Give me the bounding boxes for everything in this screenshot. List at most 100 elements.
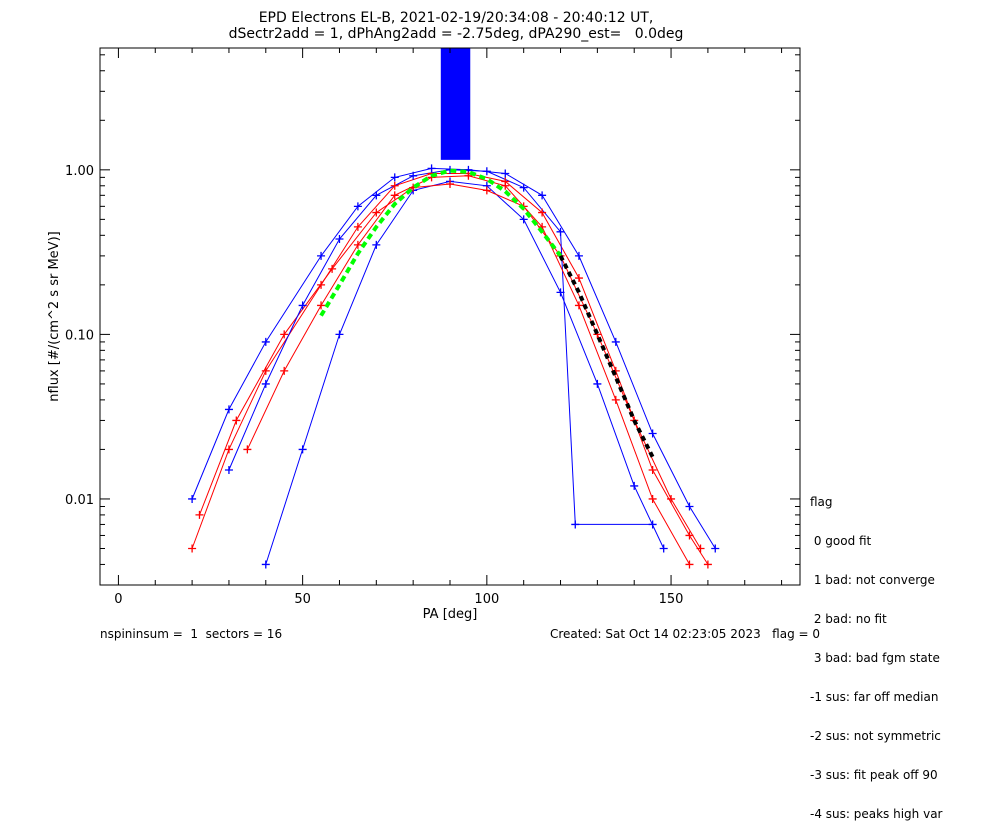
data-marker xyxy=(390,191,399,200)
data-marker xyxy=(261,560,270,569)
data-marker xyxy=(280,330,289,339)
y-tick-label: 1.00 xyxy=(65,164,94,179)
flag-legend-entry: -3 sus: fit peak off 90 xyxy=(810,768,938,782)
data-marker xyxy=(685,502,694,511)
data-marker xyxy=(648,429,657,438)
data-marker xyxy=(519,215,528,224)
data-marker xyxy=(630,481,639,490)
data-marker xyxy=(482,186,491,195)
y-tick-label: 0.01 xyxy=(65,493,94,508)
data-marker xyxy=(501,181,510,190)
data-marker xyxy=(611,395,620,404)
data-marker xyxy=(409,171,418,180)
data-marker xyxy=(353,222,362,231)
data-marker xyxy=(556,288,565,297)
x-tick-label: 0 xyxy=(114,592,122,607)
flag-legend-entry: 1 bad: not converge xyxy=(810,573,935,587)
data-marker xyxy=(703,560,712,569)
data-marker xyxy=(574,301,583,310)
data-marker xyxy=(593,379,602,388)
flag-legend: flag 0 good fit 1 bad: not converge 2 ba… xyxy=(810,470,942,834)
data-marker xyxy=(261,337,270,346)
data-marker xyxy=(696,544,705,553)
data-marker xyxy=(711,544,720,553)
data-marker xyxy=(574,251,583,260)
data-marker xyxy=(446,180,454,189)
data-marker xyxy=(335,234,344,243)
data-marker xyxy=(224,405,233,414)
flag-legend-entry: 3 bad: bad fgm state xyxy=(810,651,940,665)
data-marker xyxy=(372,208,381,217)
x-tick-label: 50 xyxy=(294,592,311,607)
data-marker xyxy=(556,227,565,236)
data-marker xyxy=(328,264,337,273)
data-marker xyxy=(519,183,528,192)
data-marker xyxy=(574,274,583,283)
y-tick-label: 0.10 xyxy=(65,328,94,343)
data-marker xyxy=(659,544,668,553)
fit-curve-black xyxy=(558,254,655,458)
chart-title-line2: dSectr2add = 1, dPhAng2add = -2.75deg, d… xyxy=(228,26,684,42)
data-marker xyxy=(611,337,620,346)
series-lines xyxy=(191,48,716,565)
axes: 0 50 100 150 0.01 0.10 1.00 PA [deg] nflux [#/(c… xyxy=(47,47,801,622)
data-marker xyxy=(501,169,510,178)
data-marker xyxy=(427,164,436,173)
data-markers xyxy=(188,164,720,569)
data-marker xyxy=(372,191,381,200)
data-marker xyxy=(298,445,307,454)
data-marker xyxy=(261,379,270,388)
data-marker xyxy=(648,465,657,474)
series-line-3 xyxy=(265,180,665,565)
data-marker xyxy=(648,494,657,503)
data-marker xyxy=(685,531,694,540)
data-marker xyxy=(482,167,491,176)
data-marker xyxy=(317,280,326,289)
data-marker xyxy=(317,301,326,310)
flag-legend-title: flag xyxy=(810,495,833,509)
data-marker xyxy=(188,544,197,553)
data-marker xyxy=(390,181,399,190)
data-marker xyxy=(335,330,344,339)
data-marker xyxy=(298,301,307,310)
x-axis-label: PA [deg] xyxy=(423,607,478,622)
x-tick-label: 100 xyxy=(474,592,499,607)
x-tick-label: 150 xyxy=(659,592,684,607)
data-marker xyxy=(224,465,233,474)
data-marker xyxy=(224,445,233,454)
data-marker xyxy=(353,240,362,249)
data-marker xyxy=(188,494,197,503)
data-marker xyxy=(261,366,270,375)
footer-info-right: Created: Sat Oct 14 02:23:05 2023 flag =… xyxy=(550,627,821,641)
data-marker xyxy=(667,494,676,503)
data-marker xyxy=(571,520,580,529)
flag-legend-entry: 0 good fit xyxy=(810,534,872,548)
data-marker xyxy=(390,173,399,182)
flag-legend-entry: 2 bad: no fit xyxy=(810,612,887,626)
data-marker xyxy=(372,240,381,249)
data-marker xyxy=(353,202,362,211)
fit-curves xyxy=(319,168,655,458)
data-marker xyxy=(685,560,694,569)
flag-legend-entry: -4 sus: peaks high var xyxy=(810,807,943,821)
fit-curve-green xyxy=(319,168,563,317)
data-marker xyxy=(243,445,252,454)
data-marker xyxy=(280,366,289,375)
data-marker xyxy=(317,251,326,260)
chart-title-line1: EPD Electrons EL-B, 2021-02-19/20:34:08 … xyxy=(258,10,654,26)
footer-info-left: nspininsum = 1 sectors = 16 xyxy=(100,627,283,641)
data-marker xyxy=(232,416,241,425)
series-line-6 xyxy=(246,175,690,565)
flag-legend-entry: -1 sus: far off median xyxy=(810,690,939,704)
saturated-column xyxy=(440,48,471,160)
y-axis-label: nflux [#/(cm^2 s sr MeV)] xyxy=(47,231,62,401)
flag-legend-entry: -2 sus: not symmetric xyxy=(810,729,941,743)
data-marker xyxy=(648,520,657,529)
series-line-5 xyxy=(228,169,653,525)
chart-plot: 0 50 100 150 0.01 0.10 1.00 PA [deg] nflux [#/(c… xyxy=(47,47,801,622)
series-line-1 xyxy=(191,173,709,565)
data-marker xyxy=(464,171,473,180)
data-marker xyxy=(195,510,204,519)
data-marker xyxy=(538,191,547,200)
data-marker xyxy=(538,208,547,217)
